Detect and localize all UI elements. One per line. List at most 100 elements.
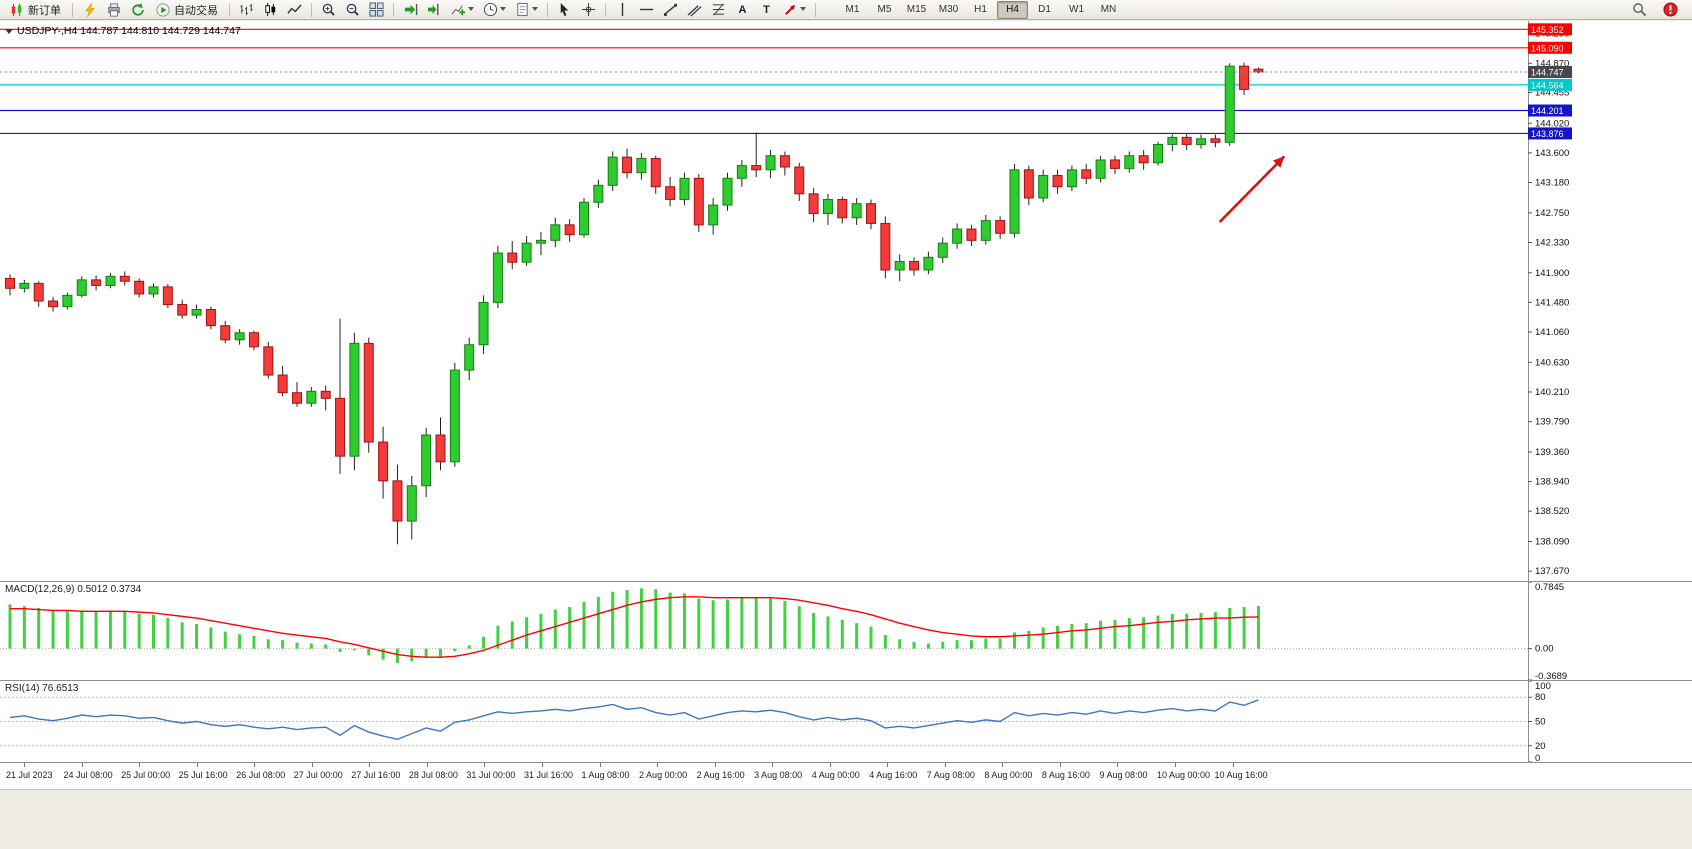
candle — [162, 286, 173, 306]
time-axis-label: 25 Jul 16:00 — [178, 770, 228, 780]
text-icon: A — [738, 3, 747, 16]
candle — [995, 220, 1006, 234]
zoom-in-button[interactable] — [317, 1, 340, 19]
candle — [880, 222, 891, 271]
timeframe-group: M1 M5 M15 M30 H1 H4 D1 W1 MN — [837, 0, 1124, 19]
metaeditor-button[interactable] — [78, 1, 101, 19]
separator — [605, 2, 606, 17]
price-chart-canvas[interactable]: 145.290144.870144.455144.020143.600143.1… — [0, 21, 1692, 581]
indicators-button[interactable] — [447, 1, 478, 19]
candle — [923, 256, 934, 271]
candle — [1138, 155, 1149, 164]
templates-button[interactable] — [511, 1, 542, 19]
timeframe-button-m15[interactable]: M15 — [906, 4, 927, 15]
candle — [851, 203, 862, 219]
zoom-out-icon — [346, 3, 359, 16]
chevron-down-icon — [531, 7, 538, 11]
vertical-line-tool-button[interactable] — [611, 1, 634, 19]
rsi-tick-label: 20 — [1535, 741, 1546, 752]
separator — [229, 2, 230, 17]
candle — [292, 392, 302, 404]
macd-canvas[interactable]: 0.7845 0.00 -0.3689 — [0, 581, 1692, 682]
timeframe-button-h4[interactable]: H4 — [997, 0, 1028, 19]
search-button[interactable] — [1628, 1, 1651, 19]
line-chart-button[interactable] — [283, 1, 306, 19]
candle — [1052, 174, 1063, 188]
candle — [191, 308, 202, 316]
text-label-icon: T — [763, 3, 770, 16]
trendline-tool-button[interactable] — [659, 1, 682, 19]
time-axis-label: 31 Jul 00:00 — [466, 770, 516, 780]
rsi-line — [9, 699, 1259, 741]
svg-text:144.747: 144.747 — [1531, 67, 1564, 77]
timeframe-button-m5[interactable]: M5 — [877, 4, 892, 15]
horizontal-line-tool-button[interactable] — [635, 1, 658, 19]
candle — [263, 346, 274, 376]
time-tick — [599, 763, 601, 767]
bar-chart-button[interactable] — [235, 1, 258, 19]
timeframe-button-w1[interactable]: W1 — [1069, 4, 1084, 15]
price-tick-label: 143.600 — [1535, 148, 1569, 159]
candle — [507, 252, 518, 263]
price-axis[interactable] — [1528, 21, 1692, 762]
candle — [1167, 136, 1178, 145]
text-tool-button[interactable]: A — [731, 1, 754, 19]
periods-button[interactable] — [479, 1, 510, 19]
candle — [449, 369, 460, 463]
auto-scroll-button[interactable] — [399, 1, 422, 19]
indicators-icon — [451, 5, 465, 16]
time-tick — [196, 763, 198, 767]
one-click-trading-toggle-icon[interactable] — [5, 29, 13, 34]
rsi-tick-label: 80 — [1535, 692, 1546, 703]
time-axis-label: 2 Aug 00:00 — [639, 770, 688, 780]
price-tick-label: 143.180 — [1535, 178, 1569, 189]
fibonacci-tool-button[interactable] — [707, 1, 730, 19]
candle — [220, 325, 231, 341]
price-tick-label: 140.210 — [1535, 387, 1569, 398]
crosshair-button[interactable] — [577, 1, 600, 19]
lightning-icon — [84, 2, 95, 17]
candle — [48, 300, 59, 308]
candle — [894, 261, 905, 271]
time-axis-label: 26 Jul 08:00 — [236, 770, 286, 780]
candle — [234, 332, 245, 341]
autotrading-button[interactable]: 自动交易 — [150, 1, 224, 19]
svg-text:145.090: 145.090 — [1531, 43, 1564, 53]
time-tick — [139, 763, 141, 767]
time-axis[interactable]: 21 Jul 2023 24 Jul 08:00 25 Jul 00:00 25 Ju… — [0, 762, 1692, 789]
candle — [421, 434, 432, 487]
refresh-icon — [131, 2, 144, 16]
arrows-tool-button[interactable] — [779, 1, 810, 19]
tile-windows-button[interactable] — [365, 1, 388, 19]
candlestick-chart-button[interactable] — [259, 1, 282, 19]
cursor-button[interactable] — [553, 1, 576, 19]
candle — [952, 228, 963, 244]
candle — [693, 177, 704, 226]
notification-button[interactable] — [1659, 1, 1682, 19]
timeframe-button-m1[interactable]: M1 — [845, 4, 860, 15]
candlestick-chart-icon — [265, 2, 276, 17]
candle — [1196, 138, 1207, 145]
timeframe-button-mn[interactable]: MN — [1100, 4, 1117, 15]
time-axis-label: 10 Aug 16:00 — [1214, 770, 1268, 780]
zoom-out-button[interactable] — [341, 1, 364, 19]
candle — [119, 275, 130, 282]
annotation-arrow-head — [1272, 156, 1285, 168]
price-tick-label: 141.060 — [1535, 327, 1569, 338]
time-tick — [829, 763, 831, 767]
timeframe-button-h1[interactable]: H1 — [974, 4, 987, 15]
channel-tool-button[interactable] — [683, 1, 706, 19]
time-tick — [369, 763, 371, 767]
chart-shift-button[interactable] — [423, 1, 446, 19]
price-level-badge — [1528, 41, 1572, 54]
new-order-button[interactable]: 新订单 — [4, 1, 67, 19]
text-label-tool-button[interactable]: T — [755, 1, 778, 19]
print-button[interactable] — [102, 1, 125, 19]
timeframe-button-d1[interactable]: D1 — [1038, 4, 1051, 15]
separator — [393, 2, 394, 17]
refresh-button[interactable] — [126, 1, 149, 19]
candle — [808, 193, 819, 215]
timeframe-button-m30[interactable]: M30 — [938, 4, 959, 15]
